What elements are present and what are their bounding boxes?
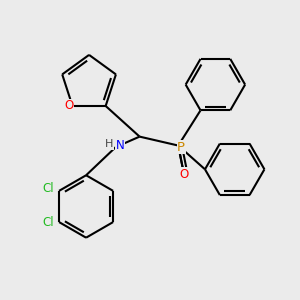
Text: Cl: Cl <box>42 182 54 195</box>
Text: H: H <box>105 139 113 149</box>
Text: O: O <box>64 100 74 112</box>
Text: Cl: Cl <box>42 216 54 229</box>
Text: N: N <box>116 139 125 152</box>
Text: P: P <box>177 140 185 154</box>
Text: O: O <box>180 168 189 181</box>
